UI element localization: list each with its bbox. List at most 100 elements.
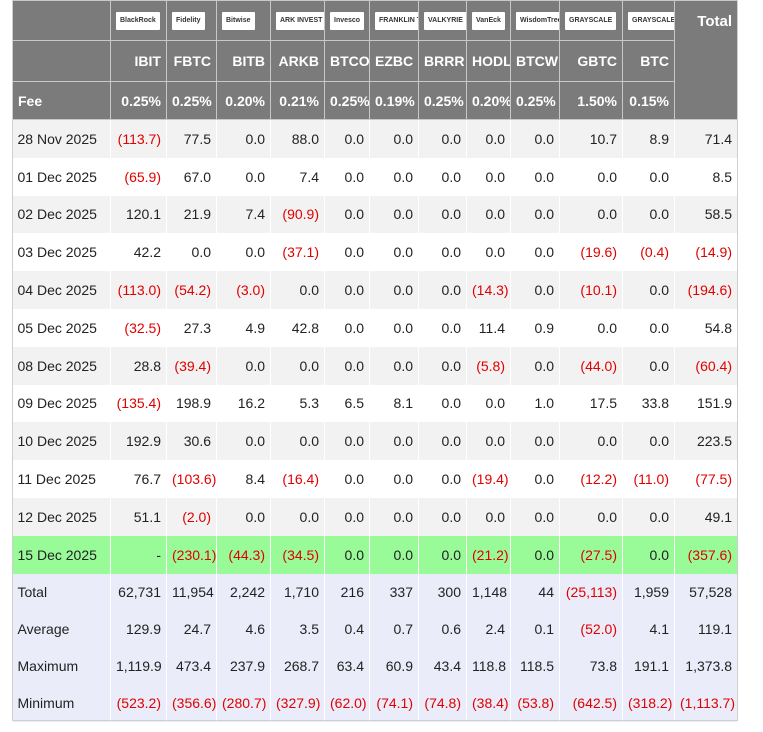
flow-cell: 0.0 [216, 119, 271, 158]
flow-cell: 2,242 [216, 573, 271, 611]
row-total-cell: (1,113.7) [674, 684, 738, 722]
flow-cell: 0.0 [559, 497, 623, 536]
flow-cell: (103.6) [166, 460, 217, 498]
table-row: Maximum 1,119.9 473.4 237.9 268.7 63.4 60.9 43.… [12, 647, 738, 685]
table-row: 15 Dec 2025- (230.1) (44.3) (34.5) 0.0 0.0 0.0… [12, 535, 738, 574]
flow-cell: 77.5 [166, 119, 217, 158]
flow-cell: 0.0 [510, 535, 560, 574]
flow-cell: (44.3) [216, 535, 271, 574]
issuer-logo-cell: GRAYSCALE [559, 0, 623, 41]
flow-cell: (52.0) [559, 610, 623, 648]
flow-cell: 0.0 [559, 308, 623, 347]
flow-cell: 129.9 [110, 610, 167, 648]
flow-cell: (14.3) [466, 271, 511, 309]
flow-cell: (38.4) [466, 684, 511, 722]
flow-cell: 27.3 [166, 308, 217, 347]
table-row: 05 Dec 2025 (32.5) 27.3 4.9 42.8 0.0 0.0 0.0 11.… [12, 308, 738, 347]
total-column-header: Total [674, 0, 738, 120]
row-label: 09 Dec 2025 [12, 384, 111, 423]
row-label: 10 Dec 2025 [12, 422, 111, 461]
flow-cell: 0.0 [418, 157, 467, 196]
ticker-header: FBTC [166, 40, 217, 82]
flow-cell: 42.8 [270, 308, 325, 347]
flow-cell: (16.4) [270, 460, 325, 498]
issuer-logo: Invesco [330, 11, 365, 30]
ticker-header: HODL [466, 40, 511, 82]
flow-cell: 7.4 [216, 195, 271, 234]
etf-flows-table: BlackRock Fidelity Bitwise ARK INVEST Invesc… [12, 0, 738, 722]
issuer-logo-cell: ARK INVEST [270, 0, 325, 41]
flow-cell: 30.6 [166, 422, 217, 461]
flow-cell: 0.0 [418, 346, 467, 385]
flow-cell: 0.0 [622, 422, 675, 461]
flow-cell: (74.1) [369, 684, 419, 722]
row-label: 11 Dec 2025 [12, 460, 111, 498]
flow-cell: 0.0 [369, 497, 419, 536]
flow-cell: (21.2) [466, 535, 511, 574]
flow-cell: 1,148 [466, 573, 511, 611]
flow-cell: 8.9 [622, 119, 675, 158]
flow-cell: 0.0 [418, 233, 467, 272]
flow-cell: 0.0 [369, 119, 419, 158]
table-row: 01 Dec 2025 (65.9) 67.0 0.0 7.4 0.0 0.0 0.0 0.0 0… [12, 157, 738, 196]
ticker-header: BRRR [418, 40, 467, 82]
flow-cell: 192.9 [110, 422, 167, 461]
issuer-logo: GRAYSCALE [628, 11, 674, 30]
row-label: 28 Nov 2025 [12, 119, 111, 158]
flow-cell: 1,959 [622, 573, 675, 611]
flow-cell: (74.8) [418, 684, 467, 722]
row-label: 12 Dec 2025 [12, 497, 111, 536]
flow-cell: 0.7 [369, 610, 419, 648]
flow-cell: 0.0 [466, 497, 511, 536]
flow-cell: 337 [369, 573, 419, 611]
fee-row: Fee 0.25% 0.25% 0.20% 0.21% 0.25% 0.19% 0.25% 0.… [12, 81, 738, 120]
row-label: 04 Dec 2025 [12, 271, 111, 309]
flow-cell: 0.0 [418, 271, 467, 309]
flow-cell: 17.5 [559, 384, 623, 423]
issuer-logo-cell: Fidelity [166, 0, 217, 41]
flow-cell: 7.4 [270, 157, 325, 196]
flow-cell: 0.0 [418, 460, 467, 498]
row-total-cell: 57,528 [674, 573, 738, 611]
flow-cell: (642.5) [559, 684, 623, 722]
flow-cell: 0.1 [510, 610, 560, 648]
flow-cell: 0.0 [466, 422, 511, 461]
table-header: BlackRock Fidelity Bitwise ARK INVEST Invesc… [12, 0, 738, 120]
flow-cell: 0.0 [216, 497, 271, 536]
flow-cell: 4.9 [216, 308, 271, 347]
flow-cell: (113.0) [110, 271, 167, 309]
row-total-cell: 58.5 [674, 195, 738, 234]
flow-cell: - [110, 535, 167, 574]
flow-cell: (280.7) [216, 684, 271, 722]
row-total-cell: 119.1 [674, 610, 738, 648]
flow-cell: 0.0 [559, 195, 623, 234]
issuer-logo-cell: FRANKLIN TEMPLETON [369, 0, 419, 41]
flow-cell: 0.0 [369, 271, 419, 309]
flow-cell: 0.0 [466, 157, 511, 196]
table-row: 03 Dec 2025 42.2 0.0 0.0 (37.1) 0.0 0.0 0.0 0.0 0… [12, 233, 738, 272]
flow-cell: (523.2) [110, 684, 167, 722]
flow-cell: 60.9 [369, 647, 419, 685]
row-label: Average [12, 610, 111, 648]
table-body: 28 Nov 2025 (113.7) 77.5 0.0 88.0 0.0 0.0 0.0 0.… [12, 119, 738, 722]
flow-cell: (2.0) [166, 497, 217, 536]
flow-cell: 0.0 [324, 157, 370, 196]
row-total-cell: (60.4) [674, 346, 738, 385]
flow-cell: 10.7 [559, 119, 623, 158]
flow-cell: 0.0 [216, 422, 271, 461]
issuer-logo: VALKYRIE [424, 11, 466, 30]
flow-cell: 0.0 [510, 195, 560, 234]
flow-cell: 0.0 [369, 308, 419, 347]
flow-cell: 120.1 [110, 195, 167, 234]
flow-cell: (39.4) [166, 346, 217, 385]
row-total-cell: (357.6) [674, 535, 738, 574]
issuer-logo: BlackRock [116, 11, 160, 30]
flow-cell: 0.0 [510, 346, 560, 385]
flow-cell: 0.0 [622, 308, 675, 347]
flow-cell: 0.0 [369, 157, 419, 196]
flow-cell: 118.5 [510, 647, 560, 685]
flow-cell: 43.4 [418, 647, 467, 685]
flow-cell: (113.7) [110, 119, 167, 158]
table-row: Total 62,731 11,954 2,242 1,710 216 337 300 1,14… [12, 573, 738, 611]
flow-cell: 0.0 [466, 233, 511, 272]
